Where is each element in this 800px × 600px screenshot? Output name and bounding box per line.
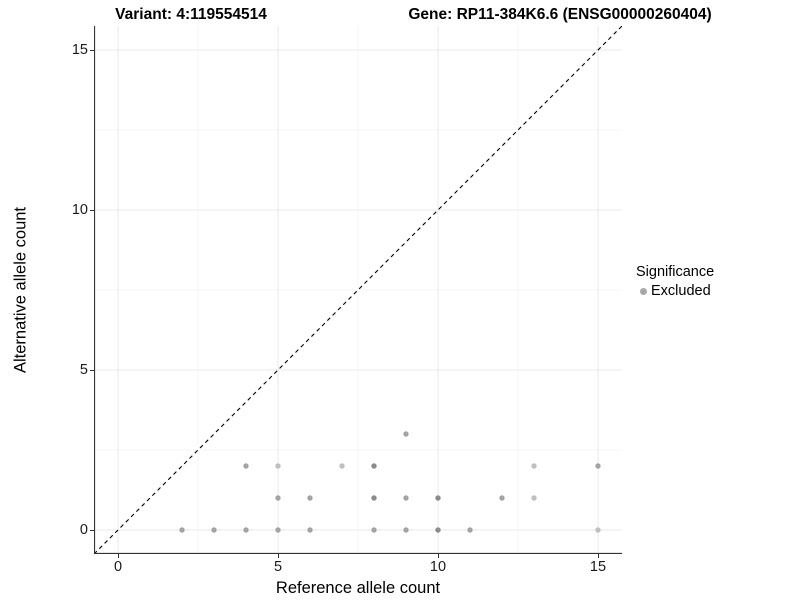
data-point (595, 463, 601, 469)
y-tick-mark (90, 529, 94, 531)
data-point (403, 527, 409, 533)
data-point (243, 463, 249, 469)
x-tick-mark (117, 554, 119, 558)
x-tick-mark (597, 554, 599, 558)
variant-title: Variant: 4:119554514 (115, 6, 267, 23)
y-tick-label: 10 (71, 202, 88, 218)
data-point (179, 527, 185, 533)
plot-svg (94, 26, 622, 554)
legend: Significance Excluded (636, 264, 714, 299)
x-axis-title: Reference allele count (275, 579, 441, 597)
data-point (371, 495, 377, 501)
data-point (531, 463, 537, 469)
data-point (371, 463, 377, 469)
data-point (307, 527, 313, 533)
data-point (435, 495, 441, 501)
x-tick-label: 0 (113, 559, 123, 575)
x-tick-mark (437, 554, 439, 558)
y-tick-label: 0 (79, 522, 88, 538)
y-tick-mark (90, 369, 94, 371)
x-tick-label: 15 (589, 559, 607, 575)
data-point (595, 527, 601, 533)
data-point (467, 527, 473, 533)
data-point (243, 527, 249, 533)
data-point (211, 527, 217, 533)
plot-panel (94, 26, 622, 554)
legend-title: Significance (636, 264, 715, 280)
data-point (499, 495, 505, 501)
data-point (275, 527, 281, 533)
x-tick-mark (277, 554, 279, 558)
data-point (371, 527, 377, 533)
y-tick-mark (90, 209, 94, 211)
legend-item-excluded: Excluded (640, 283, 714, 299)
data-point (275, 495, 281, 501)
data-point (339, 463, 345, 469)
data-point (403, 495, 409, 501)
x-tick-label: 10 (429, 559, 447, 575)
x-tick-label: 5 (273, 559, 283, 575)
data-point (307, 495, 313, 501)
data-point (275, 463, 281, 469)
gene-title: Gene: RP11-384K6.6 (ENSG00000260404) (408, 6, 712, 23)
y-tick-label: 5 (79, 362, 88, 378)
data-point (435, 527, 441, 533)
legend-item-label: Excluded (651, 283, 711, 299)
y-tick-label: 15 (71, 42, 88, 58)
data-point (403, 431, 409, 437)
y-tick-mark (90, 49, 94, 51)
y-axis-title: Alternative allele count (11, 206, 30, 374)
data-point (531, 495, 537, 501)
excluded-point-swatch-icon (640, 287, 647, 295)
